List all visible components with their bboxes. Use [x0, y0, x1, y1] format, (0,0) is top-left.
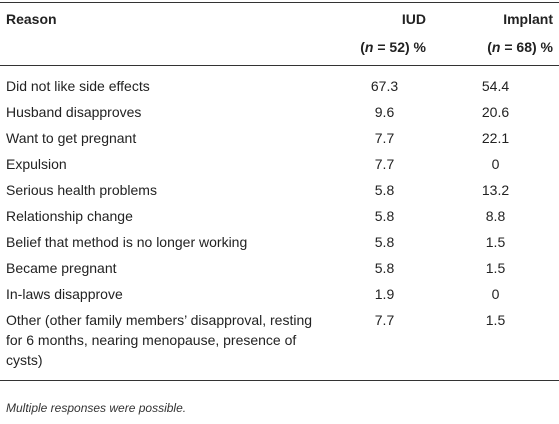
header-implant: Implant: [503, 11, 553, 27]
reason-cell: Husband disapproves: [6, 104, 142, 120]
header-implant-n: (n = 68) %: [432, 27, 559, 66]
reason-cell: Became pregnant: [6, 260, 117, 276]
paren: (: [360, 39, 365, 55]
reason-cell: Serious health problems: [6, 182, 157, 198]
value-cell: 7.7: [374, 130, 395, 146]
value-cell: 54.4: [481, 78, 510, 94]
value-cell: 1.5: [485, 260, 506, 276]
value-cell: 20.6: [481, 104, 510, 120]
value-cell: 9.6: [374, 104, 395, 120]
table-row: Relationship change 5.8 8.8: [0, 203, 559, 229]
table-row: Want to get pregnant 7.7 22.1: [0, 125, 559, 151]
data-table: Reason IUD Implant (n = 52) % (n = 68) %…: [0, 2, 559, 381]
value-cell: 22.1: [481, 130, 510, 146]
reason-cell: Did not like side effects: [6, 78, 150, 94]
table-row: Became pregnant 5.8 1.5: [0, 255, 559, 281]
reason-cell: Other (other family members’ disapproval…: [6, 312, 313, 368]
reason-cell: Expulsion: [6, 156, 67, 172]
table-row: In-laws disapprove 1.9 0: [0, 281, 559, 307]
table-row: Other (other family members’ disapproval…: [0, 307, 559, 381]
value-cell: 5.8: [374, 260, 395, 276]
table-row: Belief that method is no longer working 5…: [0, 229, 559, 255]
footnote: Multiple responses were possible.: [6, 401, 187, 415]
n-symbol: n: [491, 39, 501, 55]
value-cell: 1.5: [485, 312, 506, 328]
value-cell: 5.8: [374, 234, 395, 250]
table-row: Serious health problems 5.8 13.2: [0, 177, 559, 203]
reason-cell: Relationship change: [6, 208, 133, 224]
value-cell: 1.5: [485, 234, 506, 250]
header-iud: IUD: [401, 11, 426, 27]
value-cell: 0: [491, 156, 500, 172]
value-cell: 5.8: [374, 208, 395, 224]
value-cell: 7.7: [374, 312, 395, 328]
value-cell: 8.8: [485, 208, 506, 224]
reason-cell: Belief that method is no longer working: [6, 234, 248, 250]
reason-cell: Want to get pregnant: [6, 130, 137, 146]
reason-cell: In-laws disapprove: [6, 286, 123, 302]
value-cell: 1.9: [374, 286, 395, 302]
header-row: Reason IUD Implant: [0, 3, 559, 27]
value-cell: 67.3: [370, 78, 399, 94]
table-body: Did not like side effects 67.3 54.4 Husband…: [0, 66, 559, 381]
value-cell: 7.7: [374, 156, 395, 172]
header-blank: [0, 27, 337, 66]
n-value: = 52) %: [373, 39, 426, 55]
value-cell: 0: [491, 286, 500, 302]
header-subrow: (n = 52) % (n = 68) %: [0, 27, 559, 66]
paren: (: [487, 39, 492, 55]
table-head: Reason IUD Implant (n = 52) % (n = 68) %: [0, 2, 559, 66]
header-reason: Reason: [6, 11, 57, 27]
value-cell: 5.8: [374, 182, 395, 198]
table-row: Did not like side effects 67.3 54.4: [0, 66, 559, 100]
table-row: Expulsion 7.7 0: [0, 151, 559, 177]
n-value: = 68) %: [500, 39, 553, 55]
value-cell: 13.2: [481, 182, 510, 198]
table-row: Husband disapproves 9.6 20.6: [0, 99, 559, 125]
n-symbol: n: [364, 39, 374, 55]
header-iud-n: (n = 52) %: [337, 27, 432, 66]
